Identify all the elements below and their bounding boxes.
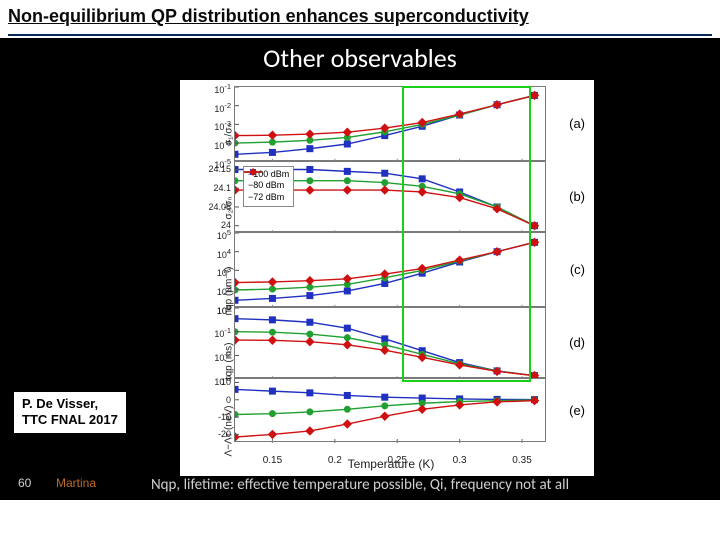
slab-title: Other observables <box>0 42 720 74</box>
panel-letter: (e) <box>569 403 585 418</box>
legend: −100 dBm−80 dBm−72 dBm <box>243 166 294 207</box>
figure: 10-110-210-310-410-5σ₁/σₙ(a)2424.0524.12… <box>180 80 594 476</box>
page-title: Non-equilibrium QP distribution enhances… <box>8 6 712 27</box>
title-bar: Non-equilibrium QP distribution enhances… <box>8 6 712 36</box>
chart-panel: 10010-110-210-3τqp (ms)(d) <box>234 307 546 378</box>
chart-panel: 105104103102101nqp (µm⁻³)(c) <box>234 232 546 307</box>
slide: Non-equilibrium QP distribution enhances… <box>0 0 720 540</box>
panel-letter: (c) <box>570 262 585 277</box>
chart-panel: 100-10-20Λ−Λᴛ (neV)(e)0.150.20.250.30.35… <box>234 378 546 442</box>
chart-panel: 2424.0524.124.15σ₂/σₙ(b)−100 dBm−80 dBm−… <box>234 161 546 232</box>
footer-caption: Nqp, lifetime: effective temperature pos… <box>0 476 720 494</box>
axes-column: 10-110-210-310-410-5σ₁/σₙ(a)2424.0524.12… <box>234 80 546 476</box>
panel-letter: (d) <box>569 335 585 350</box>
citation-box: P. De Visser, TTC FNAL 2017 <box>14 392 126 433</box>
citation-line1: P. De Visser, <box>22 396 118 412</box>
chart-panel: 10-110-210-310-410-5σ₁/σₙ(a) <box>234 86 546 161</box>
legend-item: −80 dBm <box>248 180 289 192</box>
content-slab: Other observables 10-110-210-310-410-5σ₁… <box>0 38 720 500</box>
y-axis-label: Λ−Λᴛ (neV) <box>224 410 235 456</box>
citation-line2: TTC FNAL 2017 <box>22 412 118 428</box>
x-axis-label: Temperature (K) <box>235 457 547 471</box>
legend-item: −72 dBm <box>248 192 289 204</box>
author-name: Martina <box>56 476 96 490</box>
panel-letter: (b) <box>569 189 585 204</box>
page-number: 60 <box>18 476 31 490</box>
panel-letter: (a) <box>569 116 585 131</box>
